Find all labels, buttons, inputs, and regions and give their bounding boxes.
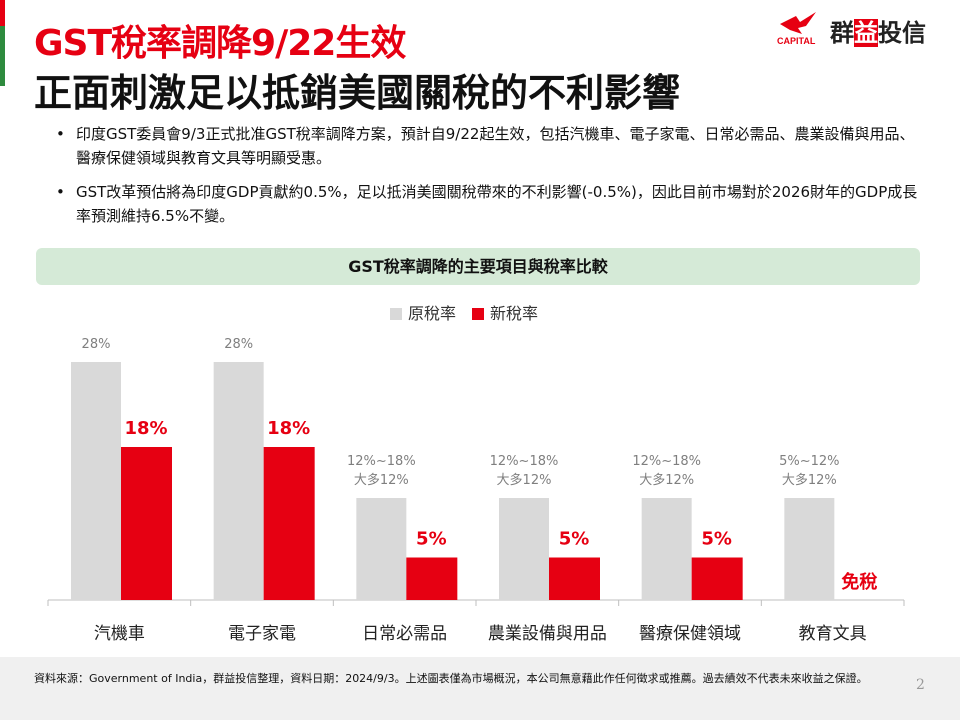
page-number: 2 [916,677,925,693]
category-label: 汽機車 [94,624,145,644]
logo-subtitle: CAPITAL [777,36,816,46]
bar-old-rate [784,498,835,600]
data-label-new: 5% [701,529,732,550]
source-note: 資料來源：Government of India，群益投信整理，資料日期：202… [34,672,868,685]
data-label-old: 28% [82,337,111,352]
legend-item-old: 原稅率 [390,300,456,324]
bar-new-rate [406,557,458,600]
accent-bar-green [0,26,5,86]
chart-title: GST稅率調降的主要項目與稅率比較 [36,248,920,285]
category-label: 教育文具 [799,624,867,644]
category-label: 電子家電 [228,624,296,644]
data-label-old: 12%~18% [490,454,559,469]
bar-old-rate [213,362,264,600]
bar-new-rate [691,557,743,600]
title-line-2: 正面刺激足以抵銷美國關稅的不利影響 [34,71,681,115]
bar-old-rate [356,498,407,600]
bullet-item: GST改革預估將為印度GDP貢獻約0.5%，足以抵消美國關稅帶來的不利影響(-0… [48,180,928,228]
bar-new-rate [549,557,600,600]
data-label-old: 大多12% [639,472,694,488]
bar-new-rate [263,447,315,600]
logo-name: 群益投信 [830,18,926,47]
bullet-list: 印度GST委員會9/3正式批准GST稅率調降方案，預計自9/22起生效，包括汽機… [48,122,928,238]
data-label-new: 18% [124,418,167,439]
bar-old-rate [499,498,549,600]
company-logo: CAPITAL 群益投信 [776,12,926,48]
category-label: 日常必需品 [362,624,447,644]
bar-new-rate [121,447,172,600]
data-label-new: 5% [416,529,447,550]
chart-legend: 原稅率 新稅率 [390,300,538,324]
data-label-old: 12%~18% [632,454,701,469]
logo-bird-icon: CAPITAL [776,12,826,48]
data-label-old: 大多12% [497,472,552,488]
bar-old-rate [641,498,692,600]
footer: 資料來源：Government of India，群益投信整理，資料日期：202… [0,657,960,720]
data-label-new: 免稅 [841,571,877,593]
bar-chart: 28% 18% 汽機車 28% 18% 電子家電 12%~18% 大多12% 5% 日常必需品 12… [47,337,905,644]
data-label-old: 28% [224,337,253,352]
category-label: 農業設備與用品 [488,624,607,644]
accent-bar-red [0,0,5,26]
data-label-old: 12%~18% [347,454,416,469]
data-label-old: 大多12% [782,472,837,488]
legend-item-new: 新稅率 [472,300,538,324]
data-label-old: 5%~12% [779,454,839,469]
category-label: 醫療保健領域 [639,624,741,644]
data-label-old: 大多12% [354,472,409,488]
title-line-1: GST稅率調降9/22生效 [34,23,406,64]
bar-old-rate [71,362,121,600]
data-label-new: 5% [559,529,590,550]
data-label-new: 18% [267,418,310,439]
bullet-item: 印度GST委員會9/3正式批准GST稅率調降方案，預計自9/22起生效，包括汽機… [48,122,928,170]
